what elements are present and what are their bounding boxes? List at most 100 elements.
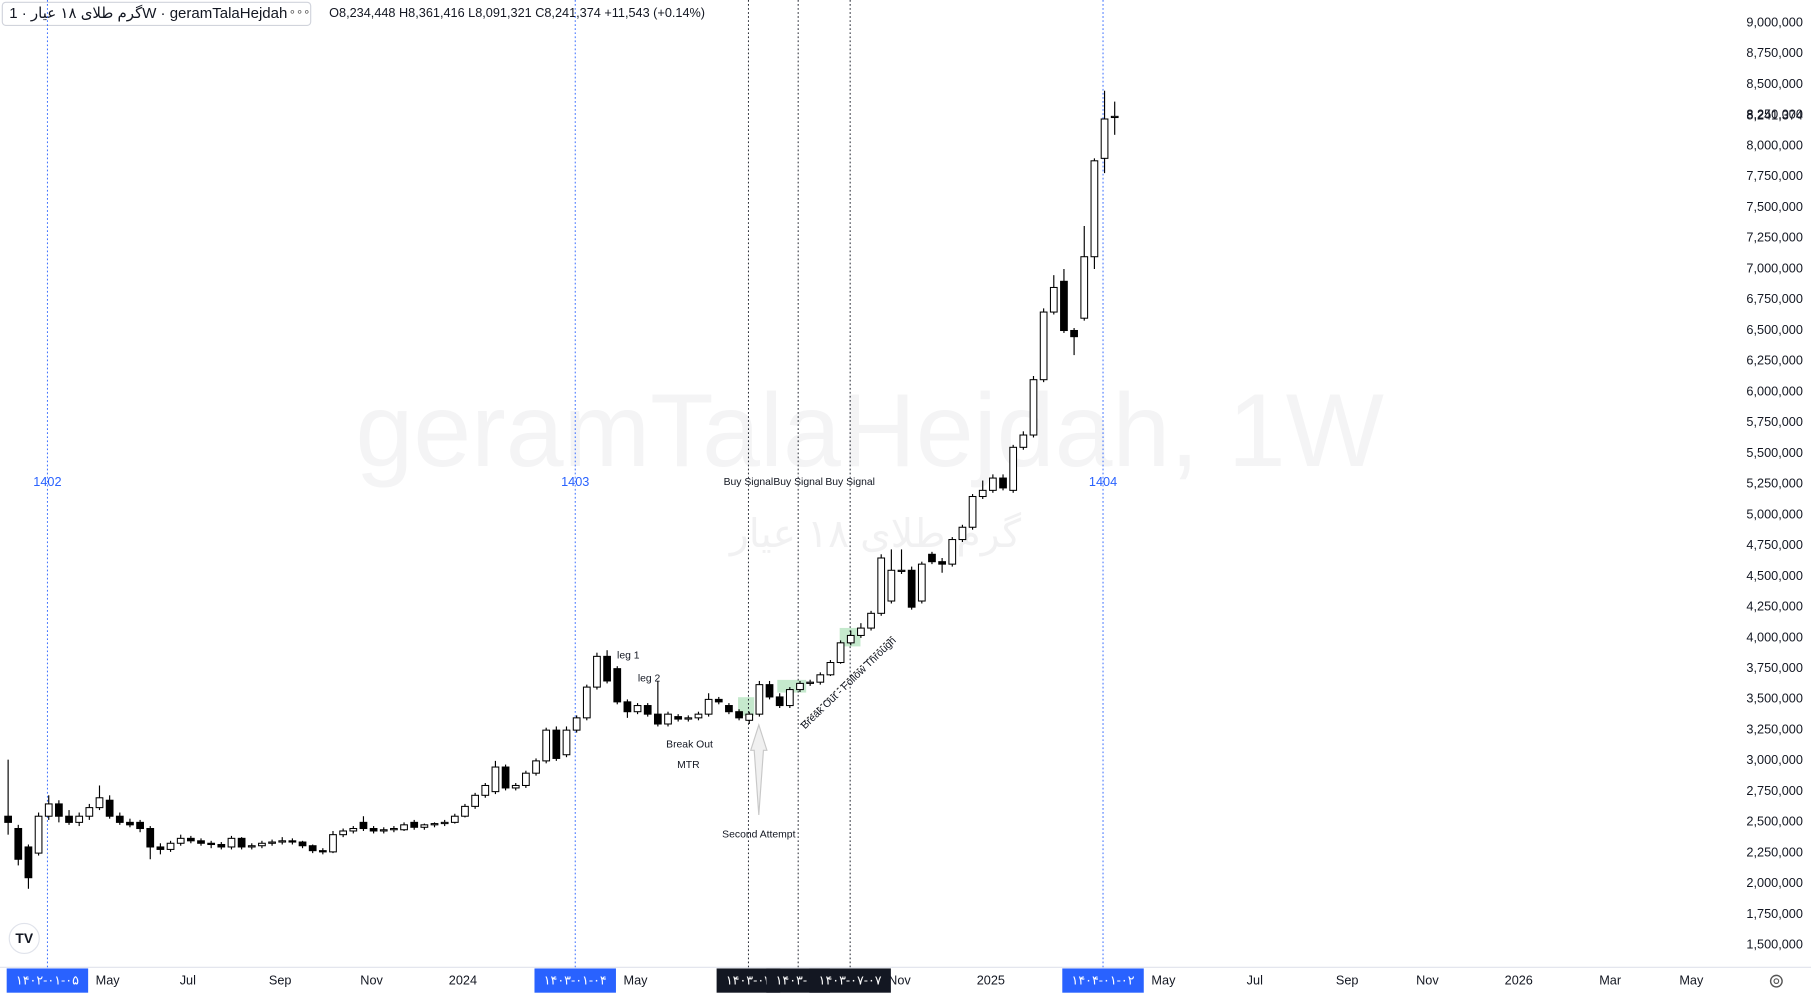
x-tick-label: ۱۴۰۲-۰۱-۰۵ (16, 974, 79, 988)
candle-body (339, 830, 348, 836)
candle-body (785, 689, 794, 707)
candle-body (420, 824, 429, 828)
candle-body (593, 655, 601, 688)
candle-body (1090, 160, 1099, 258)
x-tick-label: 2024 (449, 974, 477, 988)
candle (237, 837, 246, 850)
y-tick-label: 4,000,000 (1746, 630, 1802, 644)
marker-label: Buy Signal (825, 477, 875, 488)
candle-body (775, 696, 784, 707)
candle (186, 835, 195, 844)
candle (603, 650, 611, 684)
candle (511, 783, 520, 791)
candle-body (755, 684, 764, 715)
candle-body (999, 477, 1007, 489)
candle-body (572, 717, 581, 731)
candle (593, 652, 601, 690)
candle (1019, 431, 1028, 450)
candle-body (603, 655, 611, 682)
y-tick-label: 8,250,000 (1746, 108, 1802, 122)
candle-body (917, 563, 926, 602)
candle-body (308, 845, 317, 852)
candle-body (318, 850, 327, 853)
candle-body (136, 821, 144, 830)
candle (268, 839, 276, 846)
candle (217, 842, 226, 850)
menu-dots[interactable]: ∘∘∘ (289, 7, 311, 19)
candle (288, 838, 297, 845)
candle-body (1039, 311, 1048, 381)
x-tick-label: Sep (269, 974, 292, 988)
candle (917, 561, 926, 604)
candle-body (146, 827, 155, 848)
settings-icon[interactable] (1769, 974, 1783, 988)
candle (430, 822, 439, 828)
candle-body (176, 837, 185, 844)
candle (105, 795, 114, 819)
candle (582, 684, 591, 721)
header-title: گرم طلای ۱۸ عیار · 1W · geramTalaHejdah (9, 4, 287, 22)
y-tick-label: 8,500,000 (1746, 77, 1802, 91)
candle-body (268, 841, 276, 844)
candle (989, 474, 997, 493)
candle (552, 726, 561, 761)
candle-body (745, 713, 754, 721)
y-tick-label: 1,750,000 (1746, 907, 1802, 921)
candle-body (65, 815, 73, 823)
candle (948, 537, 957, 567)
candle (369, 826, 378, 834)
x-tick-highlight (1062, 968, 1144, 993)
candle-body (1080, 256, 1089, 319)
candle-body (552, 729, 561, 759)
y-tick-label: 2,250,000 (1746, 845, 1802, 859)
y-tick-label: 2,000,000 (1746, 876, 1802, 890)
candle-body (450, 815, 459, 823)
y-tick-label: 4,500,000 (1746, 569, 1802, 583)
candle (298, 840, 307, 849)
candle (471, 792, 479, 809)
candle-body (684, 717, 693, 720)
candle-body (1110, 115, 1119, 119)
last-price-label: 8,241,374 (1746, 109, 1802, 123)
y-tick-label: 5,000,000 (1746, 507, 1802, 521)
highlight-box (738, 697, 755, 716)
candle-body (258, 842, 266, 847)
candle-body (674, 716, 683, 720)
candle (1049, 275, 1058, 315)
candle-body (1100, 118, 1109, 159)
candle (359, 816, 368, 831)
y-tick-label: 4,250,000 (1746, 600, 1802, 614)
candle (755, 680, 764, 717)
x-tick-label: 2025 (977, 974, 1005, 988)
y-tick-label: 2,750,000 (1746, 784, 1802, 798)
candle-body (14, 827, 23, 860)
candle (532, 758, 540, 776)
candle (643, 703, 652, 717)
candle (826, 660, 835, 677)
candle-body (958, 526, 967, 541)
x-tick-label: Sep (1336, 974, 1359, 988)
candle-body (298, 841, 307, 847)
x-tick-label: Mar (1599, 974, 1622, 988)
candle-body (359, 821, 368, 830)
candle (75, 812, 84, 827)
candle-body (75, 815, 84, 823)
candle-body (481, 784, 490, 796)
candle-body (725, 705, 733, 713)
y-tick-label: 6,750,000 (1746, 292, 1802, 306)
candle-body (227, 837, 236, 848)
candle (176, 834, 185, 846)
candle-body (968, 495, 977, 528)
annotation: leg 1 (617, 650, 640, 661)
svg-text:TV: TV (15, 930, 33, 946)
candle-body (633, 705, 642, 713)
candle-body (664, 713, 672, 725)
candle (461, 803, 469, 818)
candle-body (186, 837, 195, 842)
y-tick-label: 7,750,000 (1746, 169, 1802, 183)
candle-body (1009, 446, 1018, 491)
y-tick-label: 7,500,000 (1746, 200, 1802, 214)
marker-label: 1403 (561, 475, 589, 489)
candle (126, 818, 134, 828)
